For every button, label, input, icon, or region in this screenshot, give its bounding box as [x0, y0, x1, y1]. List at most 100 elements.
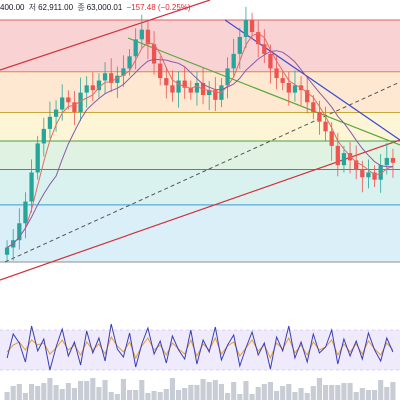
header-close-label: 종	[77, 3, 85, 12]
candle-body	[243, 20, 249, 37]
candle-body	[102, 73, 108, 81]
volume-bar	[22, 393, 28, 400]
volume-bar	[329, 385, 335, 400]
volume-bar	[114, 394, 120, 400]
candle-body	[311, 102, 316, 112]
candle-body	[305, 90, 310, 103]
candle-body	[341, 153, 347, 166]
volume-bar	[10, 386, 16, 400]
volume-bar	[286, 384, 292, 400]
candle-body	[207, 90, 212, 96]
volume-bar	[47, 378, 53, 400]
header-open-value: 400.00	[0, 3, 25, 12]
volume-bar	[35, 386, 41, 400]
trendlines	[0, 0, 400, 281]
descending-trendline	[224, 19, 400, 141]
volume-bar	[341, 383, 347, 400]
volume-bar	[78, 381, 84, 400]
volume-bar	[84, 381, 90, 400]
volume-bar	[231, 382, 237, 400]
candle-body	[249, 20, 255, 33]
oscillator-line	[6, 335, 394, 360]
fib-zone	[0, 71, 400, 113]
volume-bar	[90, 378, 96, 400]
volume-bar	[335, 385, 341, 400]
candle-body	[29, 172, 34, 202]
candle-body	[292, 85, 298, 93]
volume-bar	[365, 390, 371, 400]
candle-body	[237, 36, 242, 54]
candle-body	[127, 56, 132, 69]
volume-bar	[267, 382, 273, 400]
candle-body	[317, 111, 322, 122]
fib-zone	[0, 204, 400, 262]
volume-bar	[176, 390, 182, 400]
volume-bar	[127, 390, 133, 400]
candle-body	[182, 80, 187, 88]
volume-bar	[53, 385, 59, 400]
channel-upper-line	[0, 0, 211, 71]
volume-bar	[347, 383, 353, 400]
volume-bar	[194, 385, 200, 400]
candle-body	[139, 29, 144, 40]
candle-body	[194, 82, 200, 93]
volume-bar	[372, 390, 378, 400]
volume-bar	[169, 378, 175, 400]
volume-bar	[108, 392, 114, 400]
channel-lower-line	[0, 139, 400, 281]
volume-bar	[188, 385, 194, 400]
volume-bar	[378, 380, 384, 400]
volume-bar	[41, 383, 47, 400]
candle-body	[360, 170, 365, 178]
midline-dashed	[4, 81, 400, 263]
header-low-value: 62,911.00	[38, 3, 74, 12]
candle-body	[66, 97, 71, 103]
volume-bar	[359, 388, 365, 400]
candle-body	[109, 73, 114, 83]
ohlc-header: 400.00 저 62,911.00 종 63,000.01 −157.48 (−0…	[0, 0, 193, 16]
volume-bar	[237, 394, 243, 400]
volume-bar	[249, 394, 255, 400]
volume-bar	[384, 387, 390, 400]
candle-body	[164, 78, 169, 86]
candle-body	[188, 87, 193, 93]
candle-body	[170, 85, 175, 93]
candle-body	[329, 131, 334, 146]
header-low-label: 저	[28, 3, 37, 12]
candle-body	[231, 53, 236, 69]
volume-bar	[120, 379, 126, 400]
volume-bar	[304, 393, 310, 400]
candle-body	[225, 68, 230, 86]
volume-bar	[139, 380, 145, 400]
volume-bar	[182, 388, 188, 400]
volume-bar	[261, 384, 267, 400]
volume-bar	[163, 389, 169, 400]
volume-bar	[243, 381, 249, 400]
volume-bar	[212, 380, 218, 400]
candle-body	[115, 75, 120, 83]
candle-body	[41, 128, 46, 144]
moving-averages	[6, 32, 394, 248]
fib-zone	[0, 169, 400, 205]
volume-bar	[353, 392, 359, 400]
volume-bar	[390, 382, 396, 400]
candle-body	[200, 82, 206, 96]
candle-body	[151, 44, 157, 64]
candle-body	[274, 68, 279, 79]
volume-bar	[4, 392, 10, 400]
moving-average-line	[6, 32, 394, 248]
candle-body	[372, 172, 377, 180]
volume-bar	[292, 392, 298, 400]
candle-body	[4, 247, 10, 255]
moving-average-line	[6, 50, 393, 248]
candle-body	[354, 160, 359, 171]
candle-body	[176, 80, 181, 93]
green-trendline	[127, 37, 400, 146]
fib-zone	[0, 20, 400, 72]
volume-bar	[29, 384, 35, 400]
volume-bar	[206, 382, 212, 400]
candle-body	[335, 145, 340, 166]
candle-body	[268, 53, 273, 69]
candle-body	[145, 29, 151, 45]
